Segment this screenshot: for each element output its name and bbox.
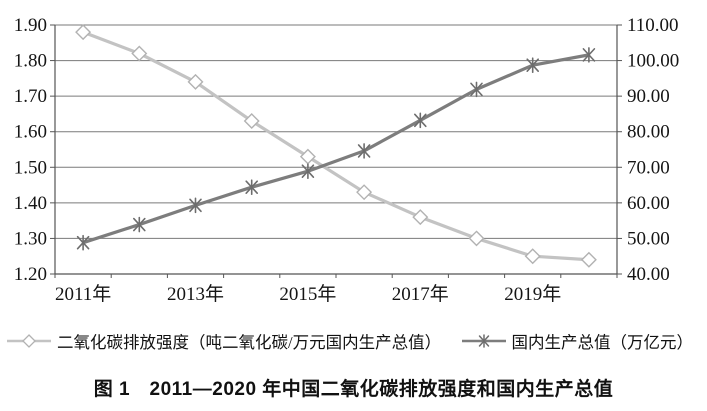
- x-axis-tick-label: 2017年: [392, 283, 449, 305]
- diamond-marker: [75, 24, 92, 41]
- diamond-marker: [356, 184, 373, 201]
- diamond-marker: [243, 113, 260, 130]
- asterisk-spoke: [470, 82, 483, 97]
- left-axis-tick-label: 1.60: [14, 122, 47, 143]
- x-axis-tick-label: 2013年: [167, 283, 224, 305]
- left-axis-tick-label: 1.20: [14, 264, 47, 285]
- legend-asterisk: [478, 334, 489, 348]
- legend-label-co2-intensity: 二氧化碳排放强度（吨二氧化碳/万元国内生产总值）: [57, 333, 442, 352]
- right-axis-tick-label: 80.00: [627, 122, 670, 143]
- asterisk-spoke: [582, 48, 596, 62]
- legend-asterisk-spoke: [478, 335, 489, 347]
- asterisk-spoke: [357, 144, 371, 158]
- x-axis-tick-label: 2011年: [55, 283, 111, 305]
- diamond-marker: [131, 45, 148, 62]
- left-axis-tick-label: 1.40: [14, 193, 47, 214]
- asterisk-spoke: [413, 113, 427, 128]
- line-chart-plot-area: 1.20 1.30 1.40 1.50 1.60 1.70 1.80 1.90 40.00 50.…: [14, 15, 680, 305]
- diamond-marker: [524, 248, 541, 265]
- asterisk-spoke: [301, 164, 315, 178]
- legend-label-gdp: 国内生产总值（万亿元）: [511, 333, 694, 352]
- legend-diamond: [22, 334, 36, 348]
- asterisk-marker: [470, 81, 483, 98]
- asterisk-marker: [189, 197, 202, 214]
- asterisk-marker: [301, 163, 315, 179]
- left-axis-tick-label: 1.50: [14, 157, 47, 178]
- x-axis-tick-label: 2015年: [279, 283, 336, 305]
- right-axis-tick-label: 100.00: [627, 51, 679, 72]
- asterisk-marker: [413, 112, 427, 129]
- left-axis-tick-label: 1.90: [14, 15, 47, 36]
- co2-intensity-line: [82, 30, 590, 262]
- right-axis-tick-label: 50.00: [627, 228, 670, 249]
- x-axis-tick-label: 2019年: [504, 283, 561, 305]
- asterisk-spoke: [133, 217, 146, 232]
- right-axis-tick-label: 40.00: [627, 264, 670, 285]
- diamond-marker: [468, 230, 485, 247]
- asterisk-spoke: [526, 58, 540, 72]
- diamond-marker: [580, 251, 597, 268]
- asterisk-spoke: [245, 180, 259, 195]
- asterisk-marker: [582, 47, 596, 63]
- right-axis-tick-label: 90.00: [627, 86, 670, 107]
- left-axis-tick-label: 1.80: [14, 51, 47, 72]
- right-axis-tick-label: 60.00: [627, 193, 670, 214]
- left-axis-tick-label: 1.30: [14, 228, 47, 249]
- asterisk-spoke: [189, 198, 202, 213]
- left-axis-tick-label: 1.70: [14, 86, 47, 107]
- co2-intensity-legend-marker-slot: [6, 333, 52, 349]
- legend-item-gdp: 国内生产总值（万亿元）: [461, 329, 694, 353]
- right-axis-tick-label: 70.00: [627, 157, 670, 178]
- asterisk-marker: [245, 179, 259, 196]
- asterisk-marker: [76, 234, 90, 251]
- legend-item-co2-intensity: 二氧化碳排放强度（吨二氧化碳/万元国内生产总值）: [6, 329, 441, 353]
- co2-intensity-legend-marker: [7, 334, 51, 348]
- diamond-marker: [187, 73, 204, 90]
- right-axis-tick-label: 110.00: [627, 15, 679, 36]
- asterisk-marker: [526, 57, 540, 73]
- diamond-marker: [412, 209, 429, 226]
- gdp-legend-marker-slot: [461, 333, 507, 349]
- asterisk-marker: [357, 143, 371, 159]
- gdp-legend-marker: [461, 334, 506, 348]
- chart-legend: 二氧化碳排放强度（吨二氧化碳/万元国内生产总值） 国内生产总值（万亿元）: [0, 329, 707, 353]
- gdp-line: [82, 53, 590, 245]
- asterisk-marker: [133, 216, 146, 233]
- asterisk-spoke: [76, 235, 90, 250]
- figure-caption: 图 1 2011—2020 年中国二氧化碳排放强度和国内生产总值: [93, 379, 614, 400]
